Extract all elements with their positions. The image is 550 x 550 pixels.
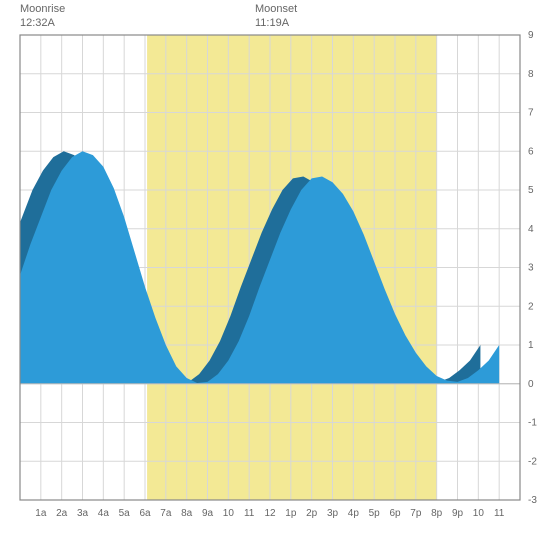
moonset-label: Moonset — [255, 2, 297, 16]
x-tick-label: 1p — [285, 508, 297, 519]
y-tick-label: 5 — [528, 185, 534, 196]
chart-svg: 1a2a3a4a5a6a7a8a9a1011121p2p3p4p5p6p7p8p… — [0, 0, 550, 550]
x-tick-label: 2a — [56, 508, 68, 519]
moonrise-block: Moonrise 12:32A — [20, 2, 65, 31]
x-tick-label: 3p — [327, 508, 339, 519]
moonset-block: Moonset 11:19A — [255, 2, 297, 31]
x-tick-label: 2p — [306, 508, 318, 519]
x-tick-label: 6p — [389, 508, 401, 519]
x-tick-label: 5p — [369, 508, 381, 519]
x-tick-label: 4a — [98, 508, 110, 519]
y-tick-label: -1 — [528, 418, 537, 429]
y-tick-label: 6 — [528, 146, 534, 157]
y-tick-label: 3 — [528, 263, 534, 274]
y-tick-label: 2 — [528, 301, 534, 312]
x-tick-label: 6a — [139, 508, 151, 519]
y-tick-label: 4 — [528, 224, 534, 235]
y-tick-label: -2 — [528, 456, 537, 467]
x-tick-label: 12 — [264, 508, 276, 519]
moonset-time: 11:19A — [255, 16, 297, 30]
y-tick-label: -3 — [528, 495, 537, 506]
x-tick-label: 9p — [452, 508, 464, 519]
x-tick-label: 7a — [160, 508, 172, 519]
moonrise-label: Moonrise — [20, 2, 65, 16]
x-tick-label: 9a — [202, 508, 214, 519]
moonrise-time: 12:32A — [20, 16, 65, 30]
y-tick-label: 7 — [528, 108, 534, 119]
x-tick-label: 3a — [77, 508, 89, 519]
x-tick-label: 10 — [223, 508, 235, 519]
x-tick-label: 11 — [494, 508, 505, 519]
x-tick-label: 11 — [244, 508, 255, 519]
x-tick-label: 1a — [35, 508, 47, 519]
x-tick-label: 5a — [119, 508, 131, 519]
y-tick-label: 8 — [528, 69, 534, 80]
x-tick-label: 10 — [473, 508, 485, 519]
x-tick-label: 4p — [348, 508, 360, 519]
y-tick-label: 1 — [528, 340, 534, 351]
x-tick-label: 8a — [181, 508, 193, 519]
y-tick-label: 0 — [528, 379, 534, 390]
x-tick-label: 8p — [431, 508, 443, 519]
y-tick-label: 9 — [528, 30, 534, 41]
x-tick-label: 7p — [410, 508, 422, 519]
tide-chart: Moonrise 12:32A Moonset 11:19A 1a 2a 3a 4a 5… — [0, 0, 550, 550]
